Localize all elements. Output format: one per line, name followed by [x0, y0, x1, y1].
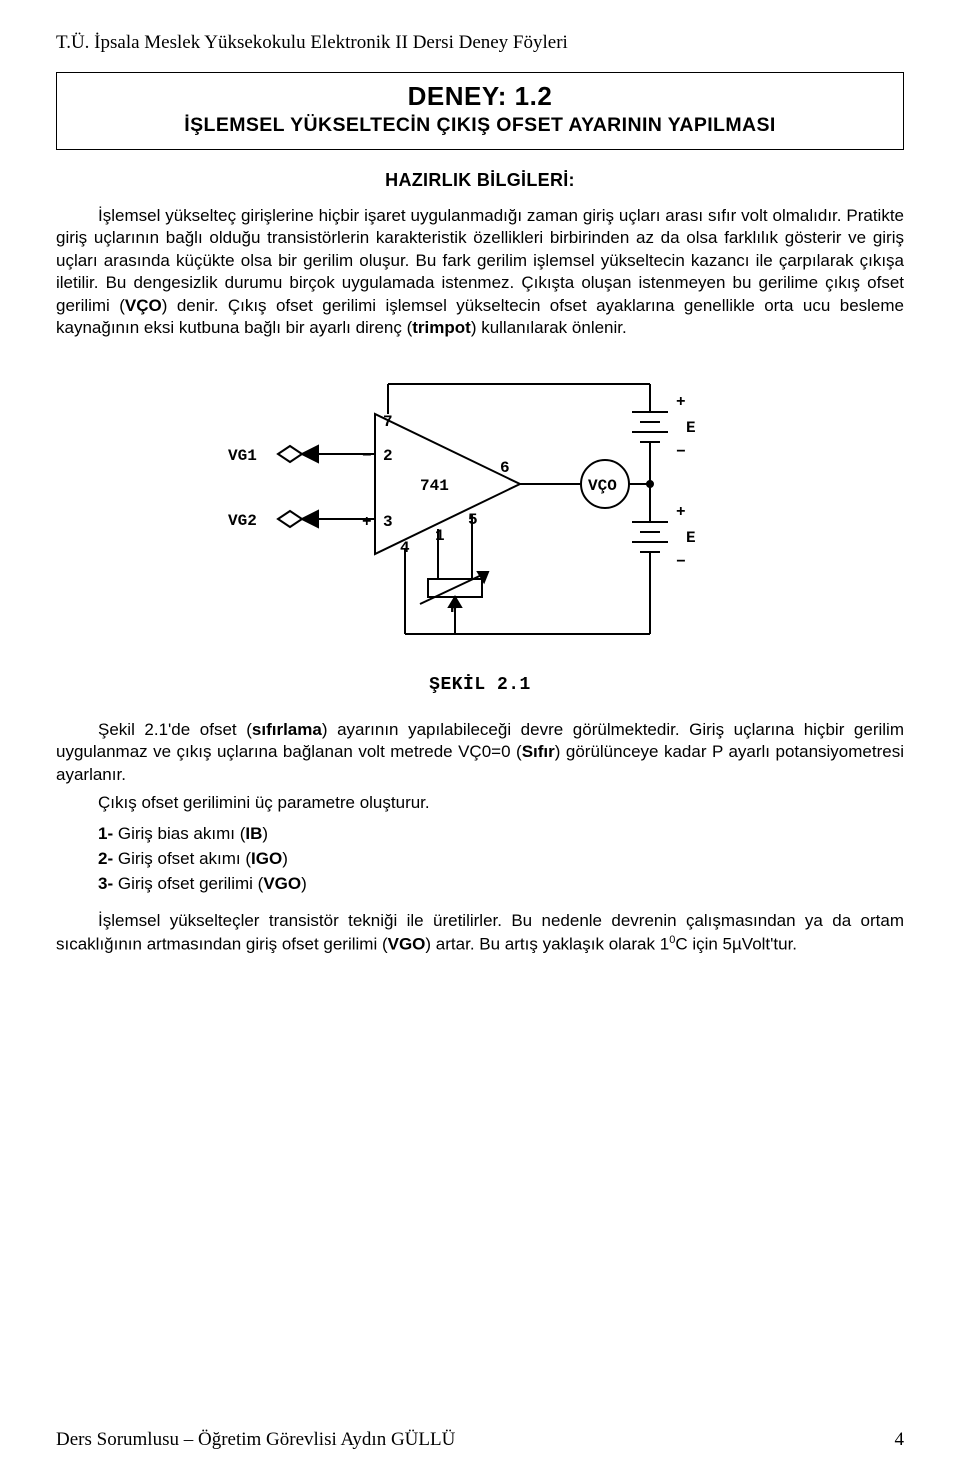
- vg1-label: VG1: [228, 447, 257, 465]
- li2-b: IGO: [251, 849, 282, 868]
- experiment-number: DENEY: 1.2: [71, 81, 889, 112]
- page: T.Ü. İpsala Meslek Yüksekokulu Elektroni…: [0, 0, 960, 1475]
- li1-b: IB: [245, 824, 262, 843]
- li1-c: ): [262, 824, 268, 843]
- p2-bold-sifir: Sıfır: [522, 742, 555, 761]
- paragraph-1: İşlemsel yükselteç girişlerine hiçbir iş…: [56, 205, 904, 340]
- minus-bot: −: [676, 553, 686, 571]
- p4-bold-vgo: VGO: [388, 934, 426, 953]
- svg-text:+: +: [362, 513, 372, 531]
- p1-bold-vco: VÇO: [125, 296, 162, 315]
- plus-bot: +: [676, 503, 686, 521]
- list-item-1: 1- Giriş bias akımı (IB): [98, 822, 904, 847]
- figure-caption: ŞEKİL 2.1: [56, 675, 904, 695]
- p4-c: ) artar. Bu artış yaklaşık olarak 1: [425, 934, 669, 953]
- footer-page-number: 4: [895, 1429, 905, 1451]
- li3-a: Giriş ofset gerilimi (: [118, 874, 263, 893]
- svg-text:−: −: [362, 447, 372, 465]
- list-item-2: 2- Giriş ofset akımı (IGO): [98, 847, 904, 872]
- circuit-svg: 741 7 2 3 4 1 5 6 − + VG1: [220, 354, 740, 654]
- minus-top: −: [676, 443, 686, 461]
- section-heading: HAZIRLIK BİLGİLERİ:: [56, 170, 904, 191]
- p2-a: Şekil 2.1'de ofset (: [98, 720, 252, 739]
- paragraph-3: Çıkış ofset gerilimini üç parametre oluş…: [56, 792, 904, 814]
- p4-d: C için 5µVolt'tur.: [675, 934, 797, 953]
- li2-a: Giriş ofset akımı (: [118, 849, 251, 868]
- footer-left: Ders Sorumlusu – Öğretim Görevlisi Aydın…: [56, 1429, 455, 1451]
- paragraph-4: İşlemsel yükselteçler transistör tekniği…: [56, 910, 904, 956]
- p3-text: Çıkış ofset gerilimini üç parametre oluş…: [98, 793, 430, 812]
- pin3-label: 3: [383, 513, 393, 531]
- e-top: E: [686, 419, 696, 437]
- li1-a: Giriş bias akımı (: [118, 824, 246, 843]
- e-bot: E: [686, 529, 696, 547]
- li2-c: ): [282, 849, 288, 868]
- title-box: DENEY: 1.2 İŞLEMSEL YÜKSELTECİN ÇIKIŞ OF…: [56, 72, 904, 150]
- p1-bold-trimpot: trimpot: [412, 318, 471, 337]
- li3-b: VGO: [263, 874, 301, 893]
- paragraph-2: Şekil 2.1'de ofset (sıfırlama) ayarının …: [56, 719, 904, 786]
- p1-text-e: ) kullanılarak önlenir.: [471, 318, 627, 337]
- p2-bold-sifirlama: sıfırlama: [252, 720, 322, 739]
- page-footer: Ders Sorumlusu – Öğretim Görevlisi Aydın…: [56, 1429, 904, 1451]
- pin1-label: 1: [435, 527, 445, 545]
- vg2-label: VG2: [228, 512, 257, 530]
- li3-num: 3-: [98, 874, 118, 893]
- pin2-label: 2: [383, 447, 393, 465]
- li3-c: ): [301, 874, 307, 893]
- li2-num: 2-: [98, 849, 118, 868]
- li1-num: 1-: [98, 824, 118, 843]
- pin7-label: 7: [383, 413, 393, 431]
- parameter-list: 1- Giriş bias akımı (IB) 2- Giriş ofset …: [56, 822, 904, 896]
- vco-label: VÇO: [588, 477, 617, 495]
- opamp-label: 741: [420, 477, 449, 495]
- circuit-figure: 741 7 2 3 4 1 5 6 − + VG1: [56, 354, 904, 659]
- plus-top: +: [676, 393, 686, 411]
- pot-label: P: [450, 599, 460, 617]
- pin6-label: 6: [500, 459, 510, 477]
- experiment-title: İŞLEMSEL YÜKSELTECİN ÇIKIŞ OFSET AYARINI…: [71, 114, 889, 137]
- page-header: T.Ü. İpsala Meslek Yüksekokulu Elektroni…: [56, 32, 904, 54]
- list-item-3: 3- Giriş ofset gerilimi (VGO): [98, 872, 904, 897]
